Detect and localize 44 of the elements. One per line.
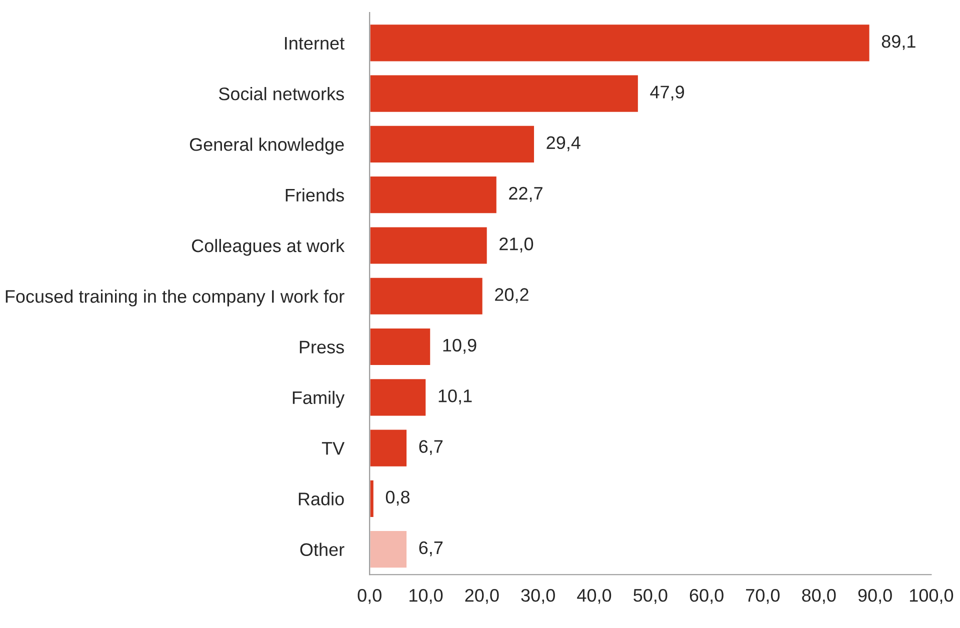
data-label: 6,7 bbox=[419, 541, 443, 556]
bar bbox=[370, 226, 488, 266]
bar bbox=[370, 327, 432, 366]
x-tick-label: 100,0 bbox=[910, 588, 954, 604]
x-tick-label: 30,0 bbox=[521, 588, 555, 604]
x-tick-label: 70,0 bbox=[746, 588, 780, 604]
y-tick-label: Colleagues at work bbox=[192, 238, 345, 256]
data-label: 10,9 bbox=[443, 338, 476, 354]
bar bbox=[370, 74, 640, 114]
y-tick-label: Friends bbox=[286, 188, 344, 202]
x-tick-label: 10,0 bbox=[410, 588, 443, 604]
y-tick-label: Press bbox=[300, 340, 344, 354]
x-tick-label: 50,0 bbox=[634, 588, 668, 604]
bar bbox=[370, 478, 375, 518]
data-label: 22,7 bbox=[509, 186, 542, 202]
data-label: 10,1 bbox=[438, 389, 472, 404]
data-label: 0,8 bbox=[386, 490, 410, 506]
bar bbox=[370, 428, 408, 468]
x-tick-label: 20,0 bbox=[465, 588, 499, 604]
y-tick-label: Radio bbox=[298, 492, 344, 506]
bar bbox=[370, 530, 408, 569]
y-tick-label: Internet bbox=[285, 37, 344, 50]
x-tick-label: 40,0 bbox=[577, 588, 612, 604]
x-tick-label: 90,0 bbox=[858, 588, 892, 604]
y-tick-label: Family bbox=[292, 390, 345, 408]
data-label: 47,9 bbox=[650, 86, 684, 101]
y-tick-label: Social networks bbox=[218, 87, 344, 100]
x-tick-label: 60,0 bbox=[690, 588, 724, 604]
y-tick-label: Focused training in the company I work for bbox=[6, 290, 344, 306]
data-label: 20,2 bbox=[495, 288, 528, 304]
x-tick-label: 80,0 bbox=[802, 588, 836, 604]
y-tick-label: General knowledge bbox=[190, 138, 344, 155]
x-tick-label: 0,0 bbox=[358, 588, 382, 604]
data-label: 6,7 bbox=[419, 440, 443, 456]
data-label: 89,1 bbox=[882, 35, 916, 50]
bar bbox=[370, 23, 871, 63]
y-tick-label: Other bbox=[300, 542, 344, 556]
data-label: 29,4 bbox=[546, 136, 580, 152]
bar bbox=[370, 175, 498, 215]
bar bbox=[370, 124, 536, 164]
y-tick-label: TV bbox=[322, 442, 345, 455]
data-label: 21,0 bbox=[500, 238, 534, 252]
bar bbox=[370, 378, 428, 418]
bar bbox=[370, 276, 484, 316]
